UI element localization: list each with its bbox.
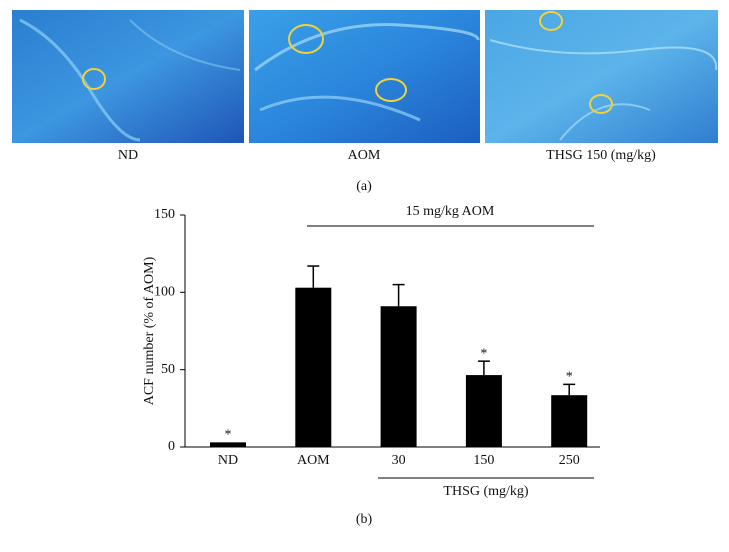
bracket-label: THSG (mg/kg) [443,484,529,499]
bar [465,375,502,447]
bar [210,442,246,447]
x-tick-label: ND [218,453,238,468]
x-tick-label: AOM [297,453,330,468]
panel-label: THSG 150 (mg/kg) [546,148,656,163]
x-tick-label: 250 [559,453,580,468]
y-tick-label: 50 [161,362,175,377]
y-tick-label: 100 [154,285,175,300]
significance-marker: * [566,370,573,385]
bar [295,287,332,447]
micrograph-thsg [485,10,718,143]
y-axis-label: ACF number (% of AOM) [142,256,157,405]
caption: (a) [356,179,372,194]
caption: (b) [356,512,373,527]
y-tick-label: 0 [168,439,175,454]
panel-label: AOM [348,148,381,163]
micrograph-nd [12,10,244,143]
bar [380,306,417,447]
significance-marker: * [225,428,232,443]
x-tick-label: 30 [392,453,406,468]
panel-label: ND [118,148,138,163]
y-tick-label: 150 [154,207,175,222]
micrograph-aom [249,10,480,143]
bar [551,395,588,447]
x-tick-label: 150 [473,453,494,468]
bracket-label: 15 mg/kg AOM [406,204,495,219]
significance-marker: * [480,346,487,361]
